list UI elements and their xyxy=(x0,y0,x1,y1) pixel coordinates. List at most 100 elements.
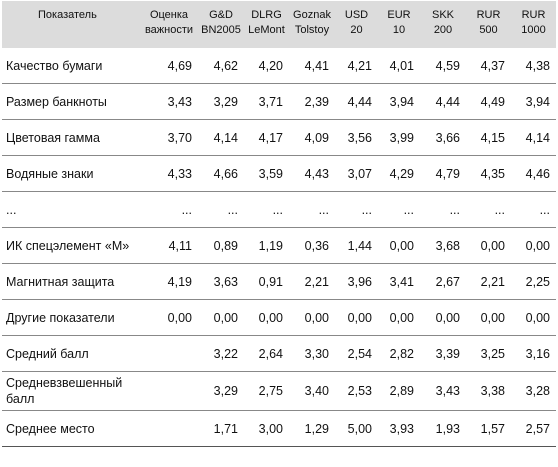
cell-value: ... xyxy=(140,191,198,228)
cell-value: 4,44 xyxy=(335,83,378,120)
comparison-table: Показатель Оценка важности G&D BN2005 DLRG… xyxy=(2,1,556,447)
cell-value: 0,00 xyxy=(466,299,511,336)
cell-value: 0,91 xyxy=(244,263,289,300)
row-label: Среднее место xyxy=(2,410,140,447)
cell-value: 1,93 xyxy=(420,410,466,447)
cell-value: 2,64 xyxy=(244,335,289,372)
cell-value: ... xyxy=(198,191,244,228)
cell-value: 4,41 xyxy=(289,48,335,84)
cell-value: 5,00 xyxy=(335,410,378,447)
cell-value: 3,29 xyxy=(198,371,244,411)
header-col-dlrg: DLRG LeMont xyxy=(244,1,289,48)
cell-value: 2,25 xyxy=(511,263,556,300)
cell-value: 1,19 xyxy=(244,227,289,264)
cell-value: ... xyxy=(511,191,556,228)
table-row: Размер банкноты 3,43 3,29 3,71 2,39 4,44 3,94 4… xyxy=(2,83,556,120)
header-col-rur1000: RUR 1000 xyxy=(511,1,556,48)
cell-value: 0,00 xyxy=(244,299,289,336)
cell-value: 4,38 xyxy=(511,48,556,84)
cell-value: 0,00 xyxy=(198,299,244,336)
cell-value: 4,66 xyxy=(198,155,244,192)
table-row: Водяные знаки 4,33 4,66 3,59 4,43 3,07 4,29 4,7… xyxy=(2,155,556,192)
cell-value: 3,94 xyxy=(511,83,556,120)
cell-value xyxy=(140,335,198,372)
row-label: ... xyxy=(2,191,140,228)
cell-value: 4,14 xyxy=(511,119,556,156)
cell-value: 0,00 xyxy=(511,299,556,336)
cell-value: 3,25 xyxy=(466,335,511,372)
row-label: ИК спецэлемент «М» xyxy=(2,227,140,264)
cell-value: 3,94 xyxy=(378,83,420,120)
table-row: ИК спецэлемент «М» 4,11 0,89 1,19 0,36 1,44 0,… xyxy=(2,227,556,264)
table-body: Качество бумаги 4,69 4,62 4,20 4,41 4,21 4,01 4… xyxy=(2,48,556,447)
table-row: Качество бумаги 4,69 4,62 4,20 4,41 4,21 4,01 4… xyxy=(2,48,556,84)
cell-value: 3,99 xyxy=(378,119,420,156)
cell-value: ... xyxy=(244,191,289,228)
cell-value: 2,82 xyxy=(378,335,420,372)
cell-value: 3,38 xyxy=(466,371,511,411)
cell-value: 4,29 xyxy=(378,155,420,192)
cell-value: 3,30 xyxy=(289,335,335,372)
cell-value: 3,68 xyxy=(420,227,466,264)
cell-value: 4,62 xyxy=(198,48,244,84)
cell-value: 4,21 xyxy=(335,48,378,84)
cell-value: 2,21 xyxy=(289,263,335,300)
header-label-col: Показатель xyxy=(2,1,140,48)
cell-value: 2,54 xyxy=(335,335,378,372)
cell-value: 4,43 xyxy=(289,155,335,192)
cell-value: 1,71 xyxy=(198,410,244,447)
cell-value: 3,41 xyxy=(378,263,420,300)
header-col-rur500: RUR 500 xyxy=(466,1,511,48)
cell-value: 1,44 xyxy=(335,227,378,264)
cell-value: 3,71 xyxy=(244,83,289,120)
table-row: Среднее место 1,71 3,00 1,29 5,00 3,93 1,93 1,5… xyxy=(2,410,556,447)
cell-value: 2,89 xyxy=(378,371,420,411)
cell-value: 3,43 xyxy=(420,371,466,411)
cell-value: 3,16 xyxy=(511,335,556,372)
cell-value: 2,67 xyxy=(420,263,466,300)
cell-value: 4,33 xyxy=(140,155,198,192)
cell-value: 0,00 xyxy=(420,299,466,336)
table-row: Другие показатели 0,00 0,00 0,00 0,00 0,00 0,0… xyxy=(2,299,556,336)
table-header: Показатель Оценка важности G&D BN2005 DLRG… xyxy=(2,1,556,48)
cell-value: 2,39 xyxy=(289,83,335,120)
cell-value: 2,57 xyxy=(511,410,556,447)
cell-value: 1,29 xyxy=(289,410,335,447)
cell-value: 2,75 xyxy=(244,371,289,411)
header-col-importance: Оценка важности xyxy=(140,1,198,48)
cell-value: ... xyxy=(378,191,420,228)
cell-value: 0,00 xyxy=(335,299,378,336)
cell-value: 0,00 xyxy=(511,227,556,264)
cell-value: 4,79 xyxy=(420,155,466,192)
header-col-gd: G&D BN2005 xyxy=(198,1,244,48)
cell-value: ... xyxy=(289,191,335,228)
cell-value: 3,59 xyxy=(244,155,289,192)
cell-value: 4,01 xyxy=(378,48,420,84)
cell-value: 0,36 xyxy=(289,227,335,264)
cell-value: 0,00 xyxy=(466,227,511,264)
cell-value: 4,46 xyxy=(511,155,556,192)
row-label: Цветовая гамма xyxy=(2,119,140,156)
cell-value: 0,00 xyxy=(378,227,420,264)
row-label: Магнитная защита xyxy=(2,263,140,300)
cell-value: 4,15 xyxy=(466,119,511,156)
cell-value: 3,63 xyxy=(198,263,244,300)
table-row: Средний балл 3,22 2,64 3,30 2,54 2,82 3,39 3,25… xyxy=(2,335,556,372)
header-row: Показатель Оценка важности G&D BN2005 DLRG… xyxy=(2,1,556,48)
cell-value: 0,89 xyxy=(198,227,244,264)
cell-value: 3,43 xyxy=(140,83,198,120)
cell-value: 3,22 xyxy=(198,335,244,372)
cell-value: 3,93 xyxy=(378,410,420,447)
cell-value: 4,59 xyxy=(420,48,466,84)
cell-value: 1,57 xyxy=(466,410,511,447)
cell-value: 3,40 xyxy=(289,371,335,411)
cell-value: 0,00 xyxy=(289,299,335,336)
row-label: Средневзвешенный балл xyxy=(2,371,140,411)
row-label: Другие показатели xyxy=(2,299,140,336)
cell-value: 3,66 xyxy=(420,119,466,156)
cell-value: 3,56 xyxy=(335,119,378,156)
cell-value: 4,37 xyxy=(466,48,511,84)
table-row: Цветовая гамма 3,70 4,14 4,17 4,09 3,56 3,99 3,… xyxy=(2,119,556,156)
cell-value xyxy=(140,371,198,411)
cell-value: 3,00 xyxy=(244,410,289,447)
